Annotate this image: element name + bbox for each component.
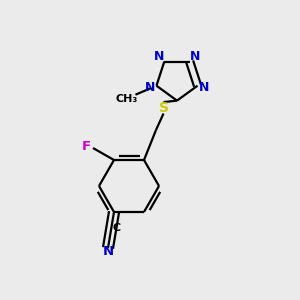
Text: N: N: [102, 245, 114, 258]
Text: C: C: [112, 224, 121, 233]
Text: N: N: [154, 50, 164, 63]
Text: S: S: [159, 101, 169, 115]
Text: F: F: [82, 140, 91, 153]
Text: CH₃: CH₃: [115, 94, 138, 104]
Text: N: N: [199, 81, 209, 94]
Text: N: N: [145, 81, 155, 94]
Text: N: N: [190, 50, 200, 63]
